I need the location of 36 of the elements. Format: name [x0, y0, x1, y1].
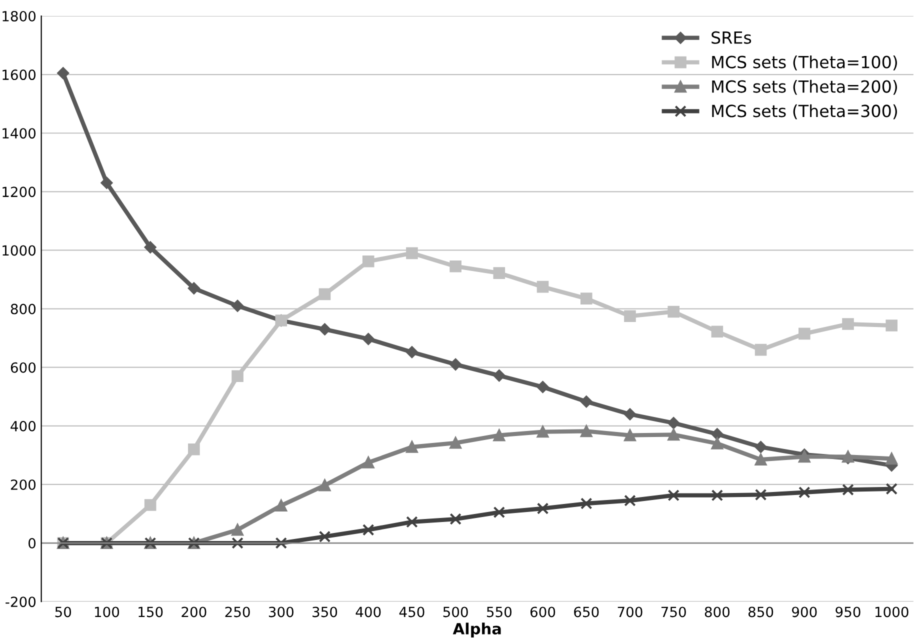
x-tick-label: 550	[486, 606, 512, 618]
x-tick-label: 50	[55, 606, 72, 618]
x-tick-label: 100	[94, 606, 120, 618]
x-tick-label: 1000	[875, 606, 908, 618]
x-tick-label: 650	[574, 606, 599, 618]
x-tick-label: 300	[268, 606, 294, 618]
x-tick-label: 450	[399, 606, 424, 618]
x-tick-label: 850	[748, 606, 774, 618]
x-tick-label: 800	[704, 606, 730, 618]
x-axis-title: Alpha	[452, 622, 501, 638]
y-tick-label: 1400	[2, 128, 36, 139]
y-tick-label: 200	[10, 479, 36, 490]
y-tick-label: 800	[10, 304, 36, 314]
x-tick-label: 350	[312, 606, 338, 618]
x-tick-label: 750	[661, 606, 686, 618]
x-tick-label: 950	[836, 606, 860, 618]
y-tick-label: 400	[10, 420, 36, 432]
y-tick-label: -200	[6, 596, 36, 608]
y-tick-label: 1200	[2, 186, 36, 198]
x-tick-label: 700	[618, 606, 642, 618]
legend-label: SREs	[712, 31, 752, 44]
x-tick-label: 400	[356, 606, 381, 618]
y-tick-label: 1000	[2, 245, 36, 256]
x-tick-label: 200	[182, 606, 206, 618]
x-tick-label: 250	[225, 606, 250, 618]
legend-label: MCS sets (Theta=100)	[712, 55, 897, 70]
legend-label: MCS sets (Theta=300)	[712, 104, 897, 120]
legend-label: MCS sets (Theta=200)	[712, 80, 897, 95]
y-tick-label: 600	[10, 362, 36, 373]
x-tick-label: 900	[792, 606, 817, 618]
x-tick-label: 500	[443, 606, 468, 618]
x-tick-label: 600	[530, 606, 556, 618]
y-tick-label: 0	[28, 538, 36, 549]
y-tick-label: 1600	[2, 70, 36, 80]
x-tick-label: 150	[138, 606, 163, 618]
y-tick-label: 1800	[2, 10, 36, 22]
